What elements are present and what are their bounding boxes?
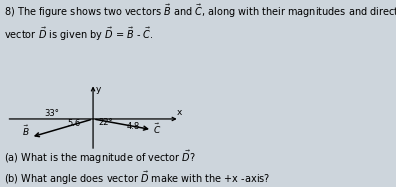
Text: 33°: 33° <box>45 109 59 118</box>
Text: 8) The figure shows two vectors $\vec{B}$ and $\vec{C}$, along with their magnit: 8) The figure shows two vectors $\vec{B}… <box>4 3 396 20</box>
Text: 4.8: 4.8 <box>127 122 140 131</box>
Text: $\vec{C}$: $\vec{C}$ <box>153 122 162 136</box>
Text: 5.6: 5.6 <box>67 119 80 128</box>
Text: (a) What is the magnitude of vector $\vec{D}$?: (a) What is the magnitude of vector $\ve… <box>4 149 196 166</box>
Text: vector $\vec{D}$ is given by $\vec{D}$ = $\vec{B}$ - $\vec{C}$.: vector $\vec{D}$ is given by $\vec{D}$ =… <box>4 25 154 43</box>
Text: 22°: 22° <box>98 118 113 127</box>
Text: x: x <box>177 108 183 117</box>
Text: $\vec{B}$: $\vec{B}$ <box>22 124 30 138</box>
Text: y: y <box>96 85 101 94</box>
Text: (b) What angle does vector $\vec{D}$ make with the +x -axis?: (b) What angle does vector $\vec{D}$ mak… <box>4 169 270 187</box>
